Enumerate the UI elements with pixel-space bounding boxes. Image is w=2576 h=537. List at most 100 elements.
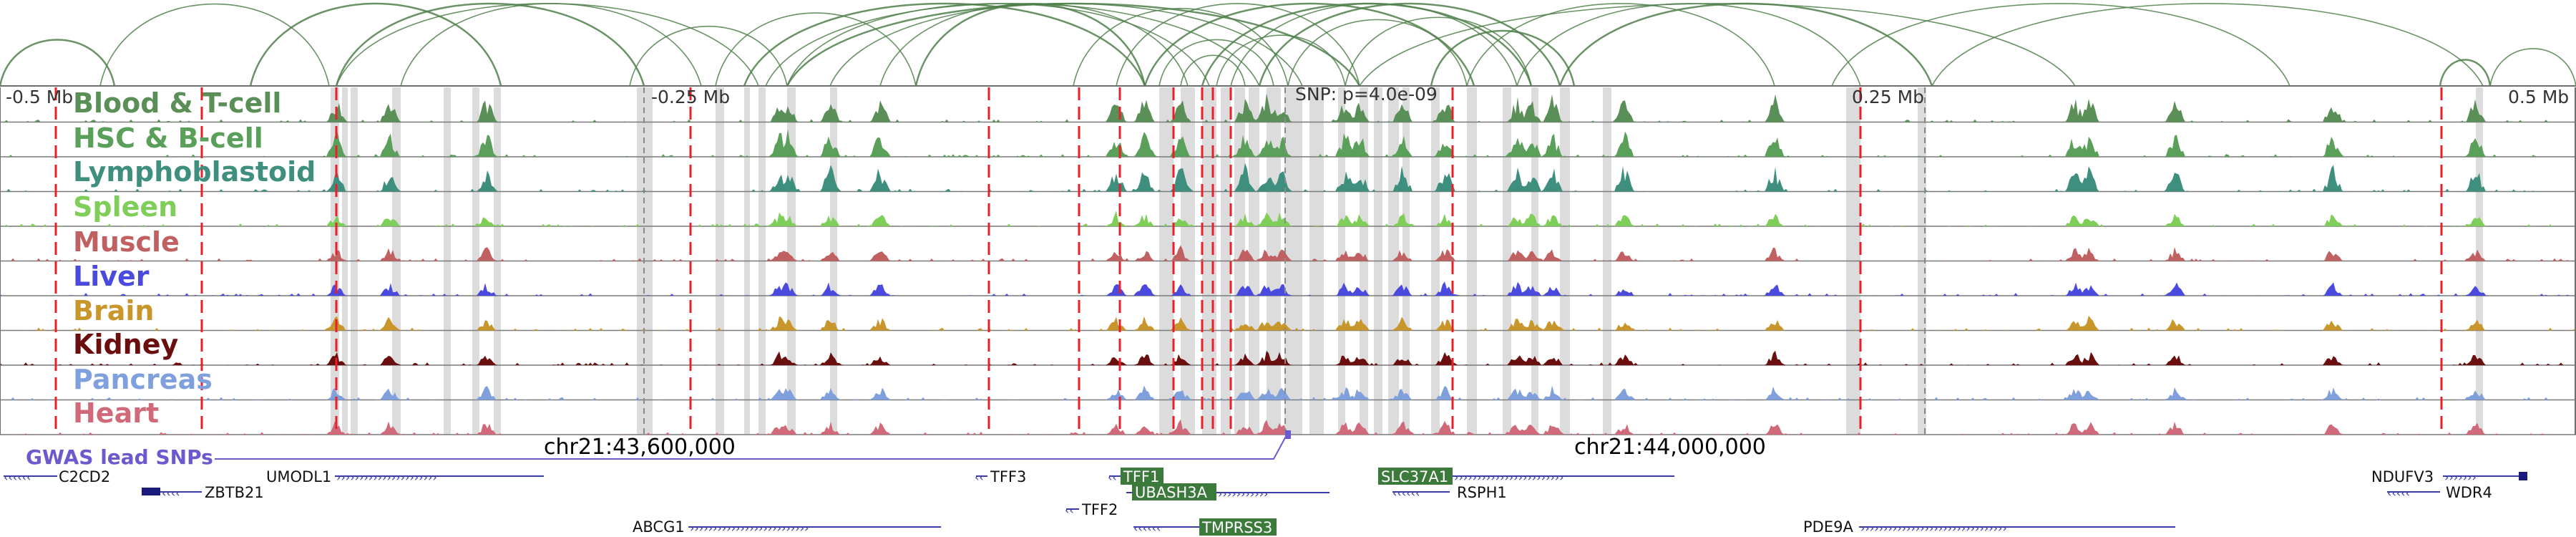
track-signal-6 (0, 315, 2576, 331)
interaction-arc-24 (1430, 29, 1576, 87)
gene-strand-rsph1: ‹‹‹‹‹‹ (1392, 486, 1420, 500)
gene-box-ubash3a (1132, 483, 1216, 500)
snp-marker (1285, 430, 1291, 439)
gene-strand-pde9a: ›››››››››››››››››››››››››››››››› (1860, 521, 2007, 535)
gene-label-wdr4: WDR4 (2446, 484, 2492, 501)
scale-label-snp: SNP: p=4.0e-09 (1295, 84, 1438, 105)
scale-label-right: 0.5 Mb (2508, 87, 2569, 107)
gene-label-rsph1: RSPH1 (1457, 484, 1507, 501)
interaction-arc-4 (629, 26, 788, 87)
interaction-arc-33 (249, 2, 502, 87)
scale-label-left-mid: -0.25 Mb (651, 87, 730, 107)
track-label-heart: Heart (73, 397, 159, 429)
gene-label-slc37a1: SLC37A1 (1381, 468, 1448, 485)
track-signal-0 (0, 93, 2576, 122)
interaction-arc-13 (1073, 7, 1289, 87)
interaction-arc-2 (336, 3, 759, 87)
interaction-arc-29 (1359, 3, 2076, 87)
gene-strand-ubash3a: ››››››››››› (1218, 487, 1268, 500)
interaction-arc-10 (829, 3, 1303, 87)
gene-label-zbtb21: ZBTB21 (205, 484, 264, 501)
interaction-arc-21 (1258, 2, 1561, 87)
interaction-arc-6 (743, 2, 1146, 87)
interaction-arc-8 (786, 3, 1210, 87)
gene-strand-tff3: ‹‹ (975, 470, 984, 484)
track-label-lymphoblastoid: Lymphoblastoid (73, 156, 316, 188)
gene-label-tff3: TFF3 (990, 468, 1026, 485)
track-label-blood-t-cell: Blood & T-cell (73, 87, 281, 119)
gene-strand-slc37a1: ›››››››››››››››››››››››› (1454, 470, 1564, 484)
coordinate-label-43600000: chr21:43,600,000 (544, 435, 736, 460)
interaction-arc-3 (335, 2, 645, 87)
interaction-arc-0 (0, 39, 116, 87)
scale-label-right-mid: 0.25 Mb (1852, 87, 1924, 107)
interaction-arc-27 (1558, 2, 1933, 87)
scale-ruler: -0.5 Mb -0.25 Mb SNP: p=4.0e-09 0.25 Mb … (0, 84, 2576, 107)
interaction-arc-34 (400, 3, 702, 87)
gene-strand-ndufv3: ››››››› (2444, 470, 2477, 484)
gene-label-abcg1: ABCG1 (633, 518, 685, 536)
snp-marker-lines (0, 87, 2576, 435)
gwas-snp-track: GWAS lead SNPs (26, 430, 1291, 469)
interaction-arc-23 (1345, 16, 1532, 87)
interaction-arc-20 (1230, 3, 1518, 87)
track-label-muscle: Muscle (73, 226, 180, 258)
track-label-brain: Brain (73, 295, 154, 326)
interaction-arc-31 (2489, 48, 2576, 87)
gene-box-slc37a1 (1378, 468, 1453, 485)
track-label-hsc-b-cell: HSC & B-cell (73, 122, 263, 154)
interaction-arc-30 (2439, 59, 2492, 87)
gene-track: ‹‹‹‹‹‹ C2CD2 ‹‹‹‹ ZBTB21 UMODL1 ››››››››… (4, 468, 2527, 536)
gene-strand-zbtb21: ‹‹‹‹ (162, 486, 180, 500)
snp-connector-line (215, 432, 1289, 460)
interaction-arc-14 (1116, 3, 1360, 87)
interaction-arc-17 (1180, 54, 1246, 87)
gene-box-tff1 (1121, 468, 1163, 485)
gene-strand-tff1: ‹‹ (1108, 470, 1117, 484)
interaction-arc-15 (1143, 2, 1475, 87)
interaction-arc-16 (1158, 39, 1274, 87)
interaction-arc-9 (786, 2, 1361, 87)
track-label-spleen: Spleen (73, 191, 177, 223)
interaction-arc-25 (1466, 3, 1775, 87)
gene-label-umodl1: UMODL1 (266, 468, 331, 485)
scale-label-left: -0.5 Mb (6, 87, 73, 107)
track-label-kidney: Kidney (73, 329, 178, 360)
gene-label-tmprss3: TMPRSS3 (1201, 519, 1272, 536)
gene-label-ubash3a: UBASH3A (1135, 484, 1208, 501)
gene-strand-umodl1: ›››››››››››››››››››››› (336, 470, 437, 484)
gene-strand-tff2: ‹‹ (1065, 503, 1074, 517)
interaction-arc-1 (99, 3, 330, 87)
interaction-arc-5 (715, 12, 917, 87)
track-signal-7 (0, 350, 2576, 365)
interaction-arc-22 (1287, 19, 1468, 87)
gwas-track-label: GWAS lead SNPs (26, 445, 213, 469)
signal-tracks (0, 93, 2576, 435)
interaction-arc-26 (1516, 3, 1861, 87)
gene-strand-c2cd2: ‹‹‹‹‹‹ (4, 470, 31, 484)
interaction-arc-32 (1931, 3, 2484, 87)
track-signal-8 (0, 385, 2576, 400)
gene-label-ndufv3: NDUFV3 (2371, 468, 2434, 485)
track-label-liver: Liver (73, 261, 150, 292)
track-labels: Blood & T-cell HSC & B-cell Lymphoblasto… (73, 87, 316, 429)
interaction-arc-12 (914, 3, 1146, 87)
gene-box-tmprss3 (1199, 518, 1277, 536)
gene-strand-abcg1: ›››››››››››››››››››››››››› (690, 521, 809, 535)
interaction-arc-28 (1831, 3, 2290, 87)
track-signal-4 (0, 245, 2576, 261)
interaction-arc-19 (1216, 34, 1346, 87)
gene-label-c2cd2: C2CD2 (59, 468, 110, 485)
gene-label-pde9a: PDE9A (1803, 518, 1853, 536)
gene-exon-zbtb21 (142, 488, 160, 495)
track-label-pancreas: Pancreas (73, 364, 213, 395)
gene-label-tff1: TFF1 (1123, 468, 1159, 485)
interaction-arcs (0, 2, 2576, 87)
coordinate-label-44000000: chr21:44,000,000 (1574, 435, 1766, 460)
track-signal-3 (0, 211, 2576, 226)
gene-strand-wdr4: ‹‹‹‹‹ (2387, 486, 2410, 500)
gene-exon-ndufv3 (2519, 472, 2527, 480)
gene-label-tff2: TFF2 (1081, 501, 1118, 518)
gene-strand-tmprss3: ‹‹‹‹‹‹ (1133, 521, 1161, 535)
